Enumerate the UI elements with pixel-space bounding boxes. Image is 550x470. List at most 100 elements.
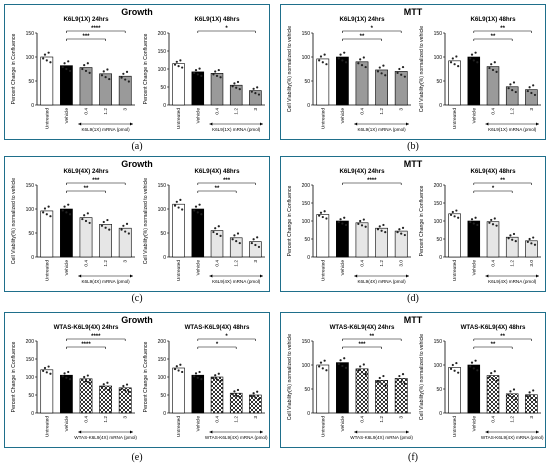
data-point <box>403 233 406 237</box>
x-tick-label: 1.2 <box>379 108 385 115</box>
data-point <box>49 372 52 375</box>
x-tick-label: 3 <box>253 108 259 111</box>
data-point <box>217 372 220 375</box>
bar <box>99 385 112 414</box>
data-point <box>252 392 255 395</box>
data-point <box>200 74 203 77</box>
data-point <box>250 394 253 398</box>
y-tick-label: 0 <box>439 411 442 417</box>
bar <box>448 367 461 414</box>
bar <box>375 380 388 414</box>
arrow-head-right <box>130 274 133 278</box>
data-point <box>214 70 217 73</box>
y-tick-label: 0 <box>163 255 166 261</box>
data-point <box>364 65 367 69</box>
data-point <box>396 378 399 381</box>
arrow-head-right <box>536 430 539 434</box>
data-point <box>514 90 517 94</box>
data-point <box>250 241 253 245</box>
data-point <box>125 222 129 225</box>
y-tick-label: 150 <box>158 357 167 363</box>
data-point <box>177 206 180 209</box>
data-point <box>127 80 130 83</box>
bar <box>448 60 461 106</box>
data-point <box>173 204 177 207</box>
data-point <box>45 59 48 62</box>
data-point <box>362 363 365 366</box>
data-point <box>339 218 342 221</box>
panel-letter: (b) <box>407 141 419 152</box>
x-axis-label: K6L9(4X) mRNA (pmol) <box>212 279 261 284</box>
data-point <box>122 384 125 388</box>
data-point <box>212 230 215 234</box>
bar <box>394 230 408 258</box>
data-point <box>341 59 344 62</box>
data-point <box>194 205 198 208</box>
arrow-head-right <box>130 122 133 126</box>
x-axis-label: WTAS-K6L9(4X) mRNA (pmol) <box>481 435 544 440</box>
data-point <box>179 363 182 366</box>
bar <box>486 221 500 258</box>
data-point <box>236 232 240 235</box>
bar <box>505 236 519 258</box>
data-point <box>104 226 107 229</box>
data-point <box>401 65 405 69</box>
data-point <box>238 88 241 91</box>
data-point <box>179 198 182 201</box>
data-point <box>403 75 406 78</box>
data-point <box>256 236 259 239</box>
chart-title: WTAS-K6L9(4X) 48hrs <box>185 324 250 331</box>
bar <box>40 210 54 258</box>
arrow-head-left <box>78 274 82 278</box>
x-axis-label: K6L9(1X) mRNA (pmol) <box>357 127 406 132</box>
chart-svg-9: WTAS-K6L9(4X) 48hrs 0 50 100 150 200 Percent C… <box>143 324 268 440</box>
bar <box>210 376 224 414</box>
y-tick-label: 0 <box>439 103 442 109</box>
chart-svg-10: WTAS-K6L9(4X) 24hrs 0 50 100 150 Cell Viabili… <box>287 324 413 440</box>
chart-title: WTAS-K6L9(4X) 24hrs <box>54 324 119 331</box>
data-point <box>476 61 479 64</box>
bar <box>525 89 538 106</box>
bar <box>191 208 205 258</box>
arrow-head-right <box>260 122 263 126</box>
data-point <box>88 221 91 225</box>
data-point <box>512 232 516 236</box>
data-point <box>254 396 257 399</box>
data-point <box>532 84 535 87</box>
data-point <box>68 69 72 73</box>
data-point <box>396 231 399 234</box>
data-point <box>325 217 328 220</box>
data-point <box>177 65 180 68</box>
x-tick-label: 1.2 <box>103 108 109 115</box>
data-point <box>449 213 453 216</box>
panel-letter: (f) <box>408 452 418 463</box>
y-tick-label: 200 <box>434 183 443 189</box>
data-point <box>250 90 253 93</box>
x-tick-label: 0.4 <box>491 260 497 267</box>
data-point <box>102 383 105 386</box>
bar <box>79 217 93 258</box>
y-tick-label: 100 <box>434 363 443 369</box>
y-tick-label: 50 <box>160 85 166 91</box>
y-tick-label: 50 <box>28 393 34 399</box>
arrow-head-left <box>209 430 213 434</box>
data-point <box>63 205 66 208</box>
bar <box>505 86 519 106</box>
data-point <box>256 86 259 89</box>
y-tick-label: 50 <box>160 393 166 399</box>
data-point <box>491 377 495 381</box>
data-point <box>321 215 324 219</box>
y-tick-label: 150 <box>302 201 311 207</box>
y-tick-label: 100 <box>302 219 311 225</box>
data-point <box>490 218 493 222</box>
data-point <box>507 87 510 90</box>
x-tick-label: 1.2 <box>234 260 240 267</box>
data-point <box>357 222 360 225</box>
x-tick-label: Vehicle <box>340 416 346 432</box>
x-axis-label: WTAS-K6L9(4X) mRNA (pmol) <box>350 435 413 440</box>
x-tick-label: Untreated <box>320 260 326 281</box>
data-point <box>61 65 64 69</box>
x-tick-label: Untreated <box>452 416 458 437</box>
x-tick-label: Vehicle <box>471 416 477 432</box>
data-point <box>357 62 360 65</box>
